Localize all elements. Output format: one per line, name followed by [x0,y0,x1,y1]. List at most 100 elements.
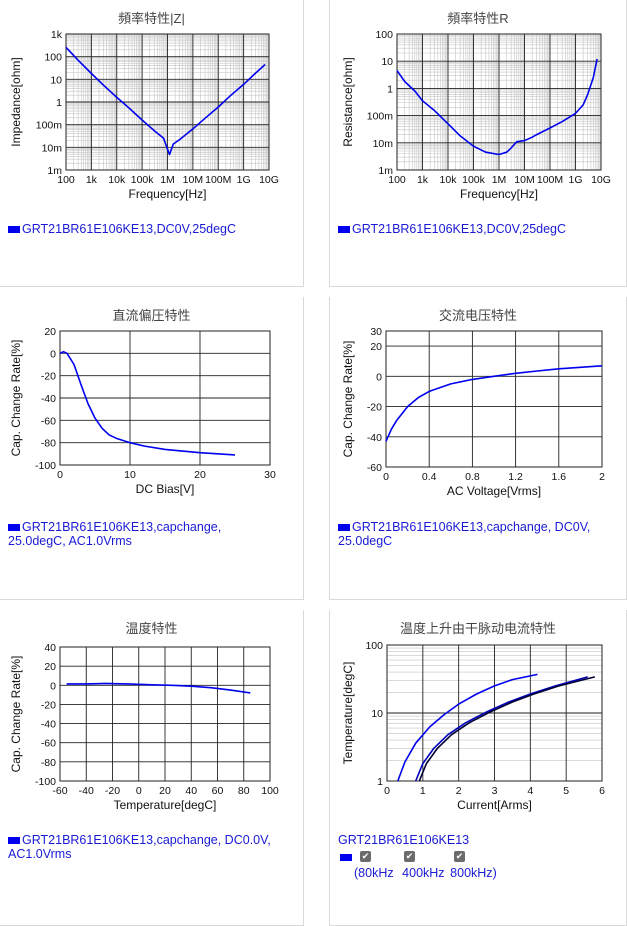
legend-item-400khz: 400kHz [402,866,445,880]
legend-item-80khz: 80kHz [358,866,394,880]
y-tick-label: -40 [41,719,56,731]
chart-legend: GRT21BR61E106KE13,capchange, DC0.0V, AC1… [8,833,271,861]
plot-frame [59,330,271,466]
legend-swatch [8,837,20,845]
series-line-1 [397,673,538,782]
y-tick-label: 1 [56,97,62,109]
y-tick-label: 100 [375,29,393,41]
grid [385,330,603,468]
x-tick-label: 0 [383,471,389,483]
panel-temperature: 温度特性 -60 -40 -20 0 20 40 60 80 100 40 20 0 -20 -40 -60… [0,610,304,926]
resistance-chart: 100 1k 10k 100k 1M 10M 100M 1G 10G 1m 10m 100m 1 10 10… [341,29,611,201]
plot-frame [396,33,602,171]
legend-label: 25.0degC [338,534,393,548]
y-tick-label: -40 [367,432,382,444]
plot-frame [385,330,603,468]
x-tick-label: 6 [599,785,605,797]
x-axis-label: Temperature[degC] [114,798,217,812]
x-tick-label: 10k [440,174,458,186]
y-tick-label: 1m [378,165,393,177]
y-tick-label: 100m [36,120,63,132]
legend-label: GRT21BR61E106KE13,DC0V,25degC [352,222,567,236]
temperature-chart: -60 -40 -20 0 20 40 60 80 100 40 20 0 -20 -40 -60 -80 -1… [9,642,279,812]
y-tick-label: -20 [41,371,56,383]
x-tick-label: 1G [237,174,251,186]
legend-items: (80kHz 400kHz 800kHz) [354,866,497,880]
legend-label: GRT21BR61E106KE13,capchange, DC0.0V, [22,833,271,847]
legend-label: AC1.0Vrms [8,847,72,861]
y-tick-label: 10m [42,142,63,154]
x-tick-label: 4 [527,785,533,797]
x-tick-label: 20 [194,469,206,481]
x-tick-label: 0.8 [465,471,480,483]
impedance-chart: 100 1k 10k 100k 1M 10M 100M 1G 10G 1m 10m 100m 1 10 10… [9,29,279,201]
legend-label: GRT21BR61E106KE13,DC0V,25degC [22,222,237,236]
x-tick-label: 100 [261,785,279,797]
legend-label: 25.0degC, AC1.0Vrms [8,534,132,548]
y-tick-label: 20 [370,341,382,353]
grid [59,330,271,466]
y-tick-label: 40 [44,642,56,654]
legend-swatch [8,226,20,234]
y-tick-label: -60 [41,738,56,750]
x-tick-label: 2 [456,785,462,797]
x-tick-label: 100 [57,174,75,186]
y-tick-label: 10 [371,708,383,720]
y-tick-label: -100 [35,460,56,472]
y-tick-label: -80 [41,438,56,450]
checkbox-80khz[interactable]: ✔ [360,851,371,862]
x-tick-label: 1k [86,174,98,186]
x-tick-label: 40 [185,785,197,797]
legend-close-paren: ) [492,866,497,880]
y-axis-label: Cap. Change Rate[%] [9,656,23,773]
y-axis-label: Cap. Change Rate[%] [9,340,23,457]
chart-title: 頻率特性|Z| [118,11,185,26]
x-tick-label: 1M [160,174,175,186]
y-tick-label: 100 [44,52,62,64]
x-tick-label: 0 [384,785,390,797]
y-tick-label: -40 [41,393,56,405]
plot-frame [59,646,271,782]
y-tick-label: -20 [367,402,382,414]
series-line-1 [396,58,598,156]
ripple-current-chart: 0 1 2 3 4 5 6110100Current[Arms]Temperature[de… [341,640,605,812]
x-axis-label: Frequency[Hz] [128,187,206,201]
checkbox-800khz[interactable]: ✔ [454,851,465,862]
chart-legend: GRT21BR61E106KE13,DC0V,25degC [338,222,566,236]
x-axis-label: Frequency[Hz] [460,187,538,201]
x-tick-label: 1G [568,174,582,186]
checkbox-400khz[interactable]: ✔ [404,851,415,862]
y-axis-label: Temperature[degC] [341,662,355,765]
x-tick-label: 0 [136,785,142,797]
plot-frame [65,33,270,171]
panel-impedance: 頻率特性|Z| 100 1k 10k 100k 1M 10M 100M 1G 10G 1m 10m 1… [0,0,304,287]
grid [386,644,603,782]
y-tick-label: 1m [47,165,62,177]
x-tick-label: -60 [52,785,67,797]
x-axis-label: AC Voltage[Vrms] [447,484,541,498]
y-tick-label: 100m [367,111,394,123]
chart-legend: GRT21BR61E106KE13,DC0V,25degC [8,222,236,236]
legend-item-800khz: 800kHz [450,866,493,880]
y-tick-label: -20 [41,699,56,711]
y-axis-label: Impedance[ohm] [9,57,23,146]
legend-label: GRT21BR61E106KE13,capchange, [22,520,222,534]
panel-ripple-current: 温度上升由干脉动电流特性 0 1 2 3 4 5 6 1 10 100 Current[Arms] T… [329,610,627,926]
x-tick-label: 60 [212,785,224,797]
series-line-2 [414,676,588,782]
x-tick-label: 20 [159,785,171,797]
x-tick-label: 0 [57,469,63,481]
x-tick-label: 100k [131,174,155,186]
y-tick-label: 10 [50,74,62,86]
y-tick-label: 1 [377,776,383,788]
y-tick-label: 1 [387,83,393,95]
legend-swatch [338,226,350,234]
y-axis-label: Cap. Change Rate[%] [341,341,355,458]
x-tick-label: -20 [105,785,120,797]
x-tick-label: 1M [492,174,507,186]
y-axis-label: Resistance[ohm] [341,57,355,146]
y-tick-label: 20 [44,326,56,338]
x-tick-label: 5 [563,785,569,797]
x-tick-label: 1.2 [508,471,523,483]
series-line-1 [66,682,251,694]
